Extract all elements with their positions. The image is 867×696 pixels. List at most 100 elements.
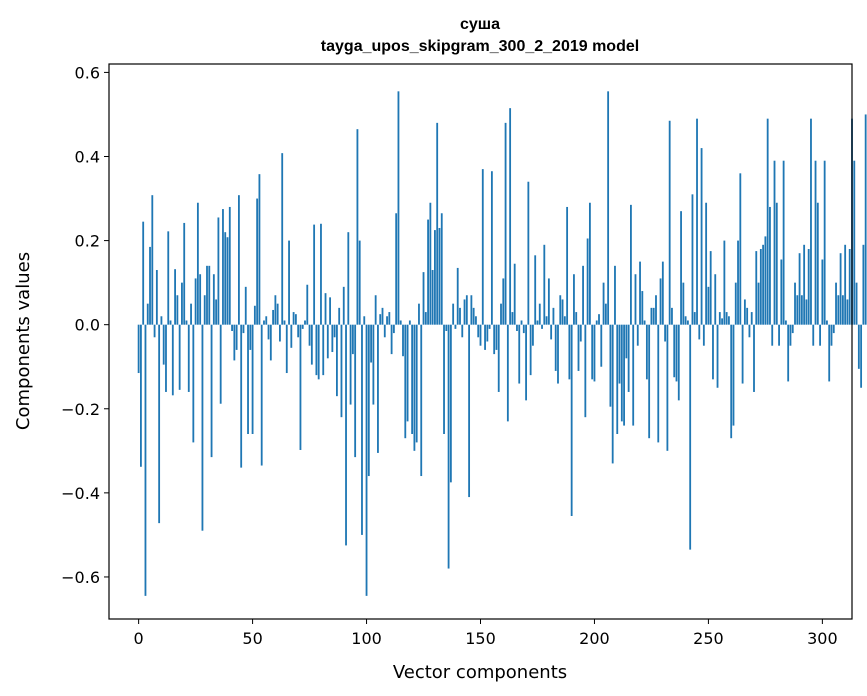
bar (545, 316, 548, 325)
bar (349, 324, 352, 405)
bar (215, 299, 218, 325)
bar (828, 324, 831, 382)
bar (374, 295, 377, 325)
bar (816, 202, 819, 325)
bar (356, 129, 359, 325)
bar (395, 213, 398, 325)
bar (187, 324, 190, 392)
bar (598, 314, 600, 325)
bar (206, 265, 208, 325)
bar (573, 274, 575, 325)
bar (149, 246, 151, 325)
bar (358, 240, 361, 325)
bar (614, 265, 616, 325)
bar (422, 272, 425, 325)
bar (463, 299, 466, 325)
bar (759, 249, 762, 325)
y-tick-label: −0.6 (61, 568, 100, 587)
bar (310, 324, 313, 365)
bar (399, 320, 402, 325)
bar (452, 303, 455, 325)
bar (377, 324, 379, 453)
bar (370, 324, 373, 363)
bar (454, 324, 457, 329)
bar (796, 295, 799, 325)
bar (525, 324, 527, 401)
bar (244, 286, 247, 325)
bar (253, 305, 256, 325)
bar (351, 324, 354, 355)
bar (226, 237, 229, 325)
y-tick-label: 0.4 (75, 148, 100, 167)
bar (821, 259, 824, 325)
bar (577, 324, 580, 371)
bar (591, 324, 594, 380)
bar (308, 324, 311, 346)
bar (741, 324, 744, 384)
bar (673, 324, 676, 378)
bar (532, 324, 534, 346)
bar (383, 324, 386, 338)
bar (645, 324, 648, 380)
bar (411, 324, 414, 434)
bar (723, 240, 726, 325)
bar (771, 324, 774, 346)
bar (716, 324, 719, 388)
bar (798, 253, 801, 325)
x-tick-label: 150 (465, 629, 496, 648)
bar (732, 324, 735, 426)
bar (857, 324, 860, 369)
bar (208, 265, 211, 325)
bar (620, 324, 623, 422)
bar (661, 261, 664, 325)
bar (247, 324, 249, 434)
bar (682, 282, 685, 325)
bar (611, 324, 614, 464)
x-tick-label: 300 (807, 629, 838, 648)
bar (753, 324, 755, 392)
bar (475, 316, 477, 325)
bar (142, 221, 145, 325)
x-tick-label: 0 (134, 629, 144, 648)
bar (285, 324, 288, 374)
bar (666, 324, 669, 451)
bar (839, 253, 842, 325)
x-tick-label: 100 (351, 629, 382, 648)
bar (459, 307, 461, 325)
bar (465, 295, 468, 325)
bar (853, 160, 856, 325)
bar (684, 316, 687, 325)
bar (518, 324, 521, 384)
bar (800, 295, 803, 325)
bar (331, 324, 334, 353)
bar (652, 307, 655, 325)
bar (787, 324, 790, 382)
bar (803, 244, 806, 325)
bar (185, 320, 188, 325)
bar (714, 274, 717, 325)
bar (269, 324, 272, 361)
bar (516, 324, 518, 331)
bar (641, 291, 644, 325)
bar (700, 148, 703, 325)
bar (242, 324, 245, 334)
bar (196, 202, 199, 325)
bar (600, 324, 603, 367)
bar (657, 324, 660, 443)
bar (153, 324, 156, 338)
bar (365, 324, 368, 596)
bar (784, 320, 787, 325)
bar (623, 324, 625, 426)
bar (552, 307, 555, 325)
bar (766, 118, 769, 325)
bar (256, 198, 259, 325)
bar (561, 299, 564, 325)
bar (354, 324, 357, 458)
bar (630, 204, 632, 325)
bar (171, 324, 174, 396)
bar (192, 324, 195, 443)
bar (559, 295, 562, 325)
bar (775, 202, 778, 325)
bar (472, 307, 475, 325)
bar (805, 299, 808, 325)
